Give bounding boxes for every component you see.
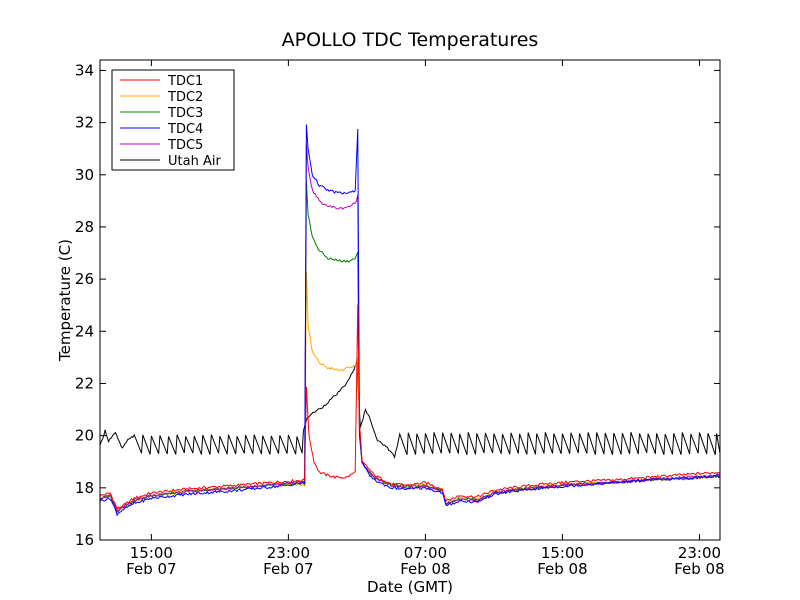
y-tick-label: 24: [75, 322, 94, 340]
x-tick-label-time: 23:00: [267, 544, 310, 562]
y-tick-label: 18: [75, 479, 94, 497]
x-tick-label-date: Feb 08: [674, 560, 724, 578]
x-tick-label-date: Feb 07: [263, 560, 313, 578]
x-tick-label-time: 07:00: [404, 544, 447, 562]
plot-frame: [99, 59, 721, 541]
y-tick-label: 26: [75, 270, 94, 288]
y-tick-label: 28: [75, 218, 94, 236]
y-tick-label: 22: [75, 374, 94, 392]
series-line-tdc5: [99, 143, 721, 512]
legend-label: Utah Air: [168, 154, 221, 169]
x-tick-label-date: Feb 08: [537, 560, 587, 578]
x-tick-label-date: Feb 08: [400, 560, 450, 578]
legend-box: [111, 69, 235, 171]
x-tick-label-date: Feb 07: [126, 560, 176, 578]
y-tick-label: 30: [75, 166, 94, 184]
y-axis-label: Temperature (C): [56, 239, 74, 362]
x-tick-label-time: 23:00: [678, 544, 721, 562]
y-tick-label: 16: [75, 531, 94, 549]
legend-label: TDC3: [167, 106, 203, 121]
legend-label: TDC5: [167, 138, 203, 153]
chart-title: APOLLO TDC Temperatures: [282, 29, 539, 51]
y-tick-label: 20: [75, 427, 94, 445]
legend-label: TDC2: [167, 90, 203, 105]
y-tick-label: 34: [75, 61, 94, 79]
series-line-tdc4: [99, 124, 721, 517]
legend-label: TDC4: [167, 122, 203, 137]
x-tick-label-time: 15:00: [130, 544, 173, 562]
y-tick-label: 32: [75, 114, 94, 132]
x-tick-label-time: 15:00: [541, 544, 584, 562]
x-axis-label: Date (GMT): [367, 578, 453, 596]
legend-label: TDC1: [167, 74, 203, 89]
series-line-tdc1: [99, 304, 721, 511]
series-layer: [99, 124, 721, 517]
